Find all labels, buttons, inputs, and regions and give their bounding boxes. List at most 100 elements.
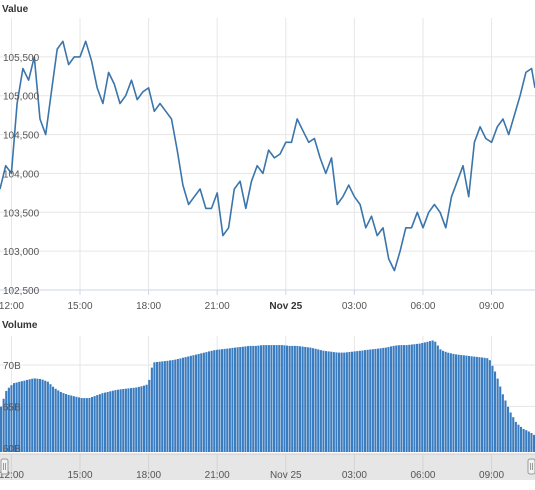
volume-bar-60 [156,362,159,452]
volume-bar-113 [293,345,296,452]
volume-xtick-label-6: 06:00 [410,470,435,481]
volume-bar-114 [296,346,299,452]
price-xtick-label-2: 18:00 [136,301,161,312]
volume-bar-149 [387,347,390,452]
volume-bar-191 [496,378,499,452]
volume-bar-127 [330,351,333,452]
volume-bar-13 [33,378,36,452]
volume-bar-46 [119,389,122,452]
navigator-handle-right[interactable] [527,458,535,475]
volume-bar-148 [384,347,387,452]
volume-bar-133 [345,352,348,452]
volume-bar-67 [174,359,177,452]
volume-bar-43 [111,390,114,452]
volume-bar-117 [304,346,307,452]
volume-bar-83 [215,349,218,452]
price-ytick-label-0: 102,500 [3,286,40,297]
volume-bar-203 [527,431,530,452]
volume-bar-45 [117,389,120,452]
volume-bar-16 [41,379,44,452]
volume-bar-2 [5,390,8,452]
volume-bar-77 [200,353,203,452]
volume-bar-134 [348,352,351,452]
volume-bar-104 [270,345,273,452]
volume-bar-156 [405,345,408,452]
volume-panel-title: Volume [2,320,38,331]
volume-bar-20 [52,386,55,452]
volume-bar-52 [135,387,138,452]
volume-bar-54 [140,386,143,452]
volume-bar-155 [403,345,406,452]
price-xtick-label-7: 09:00 [479,301,504,312]
volume-xtick-label-0: 12:00 [0,470,24,481]
volume-bar-65 [169,360,172,452]
volume-bar-202 [525,430,528,452]
volume-bar-187 [486,358,489,452]
volume-bar-71 [184,357,187,452]
volume-bar-3 [7,387,10,452]
volume-bar-184 [478,357,481,452]
price-ytick-label-1: 103,000 [3,247,40,258]
volume-bar-22 [57,390,60,452]
volume-bar-160 [416,343,419,452]
volume-bar-84 [218,349,221,452]
volume-bar-39 [101,393,104,452]
volume-bar-145 [377,348,380,452]
price-line-layer [0,40,535,272]
price-line [0,40,535,272]
volume-bar-126 [327,351,330,452]
volume-bar-47 [122,389,125,452]
volume-bar-100 [260,345,263,452]
volume-bar-130 [338,352,341,452]
volume-bar-168 [436,345,439,452]
volume-bar-49 [127,388,130,452]
volume-bar-15 [39,379,42,452]
volume-bar-193 [501,394,504,452]
volume-bar-90 [234,347,237,452]
volume-bar-96 [249,345,252,452]
navigator[interactable]: 12:00 15:00 18:00 21:00 Nov 25 03:00 06:00 09:0… [0,453,535,481]
volume-bar-48 [124,388,127,452]
volume-bar-7 [18,381,21,452]
volume-bar-139 [361,350,364,452]
volume-bar-154 [400,345,403,452]
volume-bar-42 [109,391,112,452]
volume-bar-194 [504,400,507,452]
volume-bar-188 [488,360,491,452]
volume-bar-27 [70,395,73,452]
volume-bar-73 [189,355,192,452]
volume-bar-66 [171,360,174,452]
volume-bar-29 [75,396,78,452]
volume-bar-105 [273,345,276,452]
volume-bar-87 [226,348,229,452]
navigator-handle-left[interactable] [0,458,9,475]
volume-bar-135 [351,351,354,452]
volume-bar-201 [522,429,525,452]
price-xtick-label-4: Nov 25 [269,301,302,312]
price-ytick-label-6: 105,500 [3,53,40,64]
volume-bar-204 [530,433,533,452]
volume-bar-107 [278,345,281,452]
volume-bar-176 [457,354,460,452]
volume-bar-69 [179,358,182,452]
price-ytick-label-2: 103,500 [3,208,40,219]
volume-bar-82 [213,350,216,452]
volume-bar-36 [93,396,96,452]
volume-bar-38 [98,394,101,452]
price-xtick-label-1: 15:00 [68,301,93,312]
volume-bar-19 [49,384,52,452]
volume-bar-140 [364,350,367,452]
volume-bar-144 [374,348,377,452]
volume-bar-153 [397,345,400,452]
volume-bar-98 [254,345,257,452]
volume-bar-157 [408,344,411,452]
volume-bar-23 [59,392,62,452]
volume-bar-4 [10,385,13,452]
volume-bar-99 [257,345,260,452]
volume-bar-74 [192,355,195,452]
volume-xtick-label-2: 18:00 [136,470,161,481]
volume-bar-185 [481,357,484,452]
volume-bar-30 [78,397,81,452]
volume-bar-63 [163,361,166,452]
